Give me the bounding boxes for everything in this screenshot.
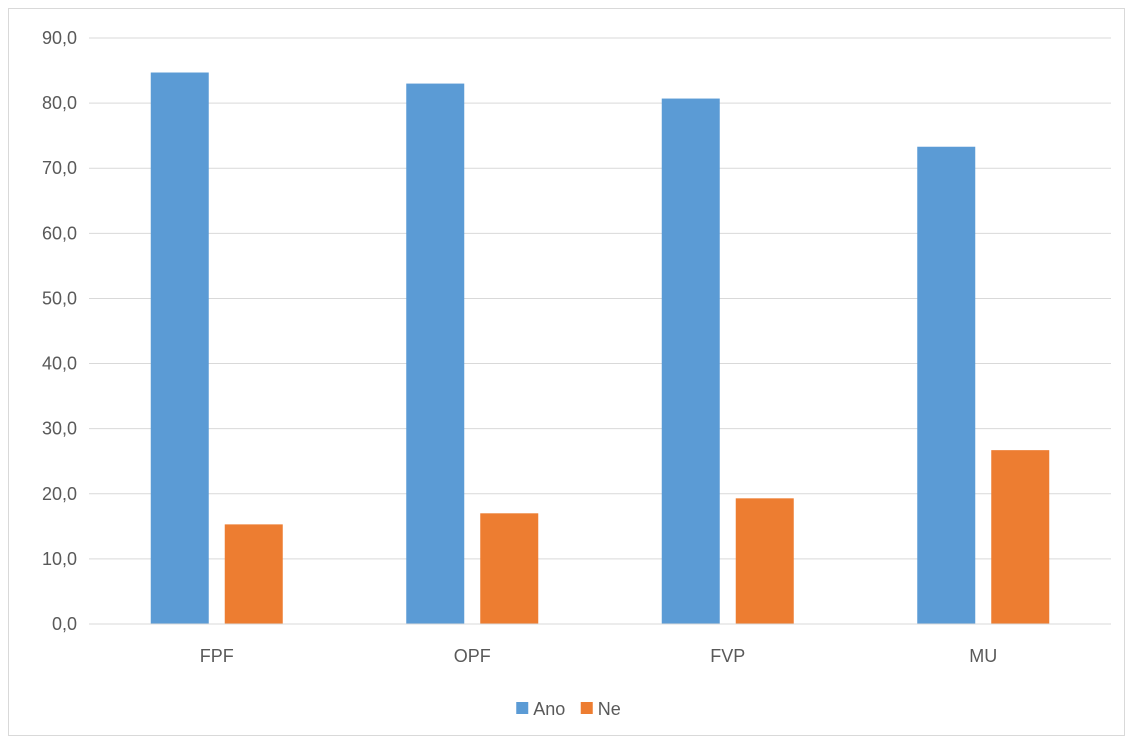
x-tick-label: FPF — [200, 646, 234, 666]
legend-label-ano: Ano — [533, 699, 565, 719]
y-axis-tick-labels: 0,0 10,0 20,0 30,0 40,0 50,0 60,0 70,0 80,0 90,0 — [42, 28, 77, 634]
x-axis-tick-labels: FPF OPF FVP MU — [200, 646, 998, 666]
x-tick-label: OPF — [454, 646, 491, 666]
x-tick-label: FVP — [710, 646, 745, 666]
bar-ano-fpf — [151, 73, 209, 624]
legend-swatch-ano — [516, 702, 528, 714]
y-tick-label: 70,0 — [42, 158, 77, 178]
bar-chart: 0,010,020,030,040,050,060,070,080,090,0 … — [9, 9, 1126, 737]
chart-frame: 0,0 10,0 20,0 30,0 40,0 50,0 60,0 70,0 80,0 90,0 … — [8, 8, 1125, 736]
legend-swatch-ne — [581, 702, 593, 714]
y-tick-label: 60,0 — [42, 223, 77, 243]
y-tick-label: 80,0 — [42, 93, 77, 113]
y-tick-label: 30,0 — [42, 419, 77, 439]
y-tick-label: 10,0 — [42, 549, 77, 569]
legend-label-ne: Ne — [598, 699, 621, 719]
y-tick-label: 90,0 — [42, 28, 77, 48]
bar-ano-fvp — [662, 99, 720, 624]
y-tick-label: 20,0 — [42, 484, 77, 504]
bar-ne-opf — [480, 513, 538, 624]
bar-ano-mu — [917, 147, 975, 624]
bars — [151, 73, 1050, 624]
bar-ne-fpf — [225, 524, 283, 624]
y-tick-label: 40,0 — [42, 354, 77, 374]
bar-ano-opf — [406, 84, 464, 624]
legend: Ano Ne — [516, 699, 621, 719]
y-tick-label: 0,0 — [52, 614, 77, 634]
bar-ne-mu — [991, 450, 1049, 624]
bar-ne-fvp — [736, 498, 794, 624]
y-tick-label: 50,0 — [42, 288, 77, 308]
x-tick-label: MU — [969, 646, 997, 666]
